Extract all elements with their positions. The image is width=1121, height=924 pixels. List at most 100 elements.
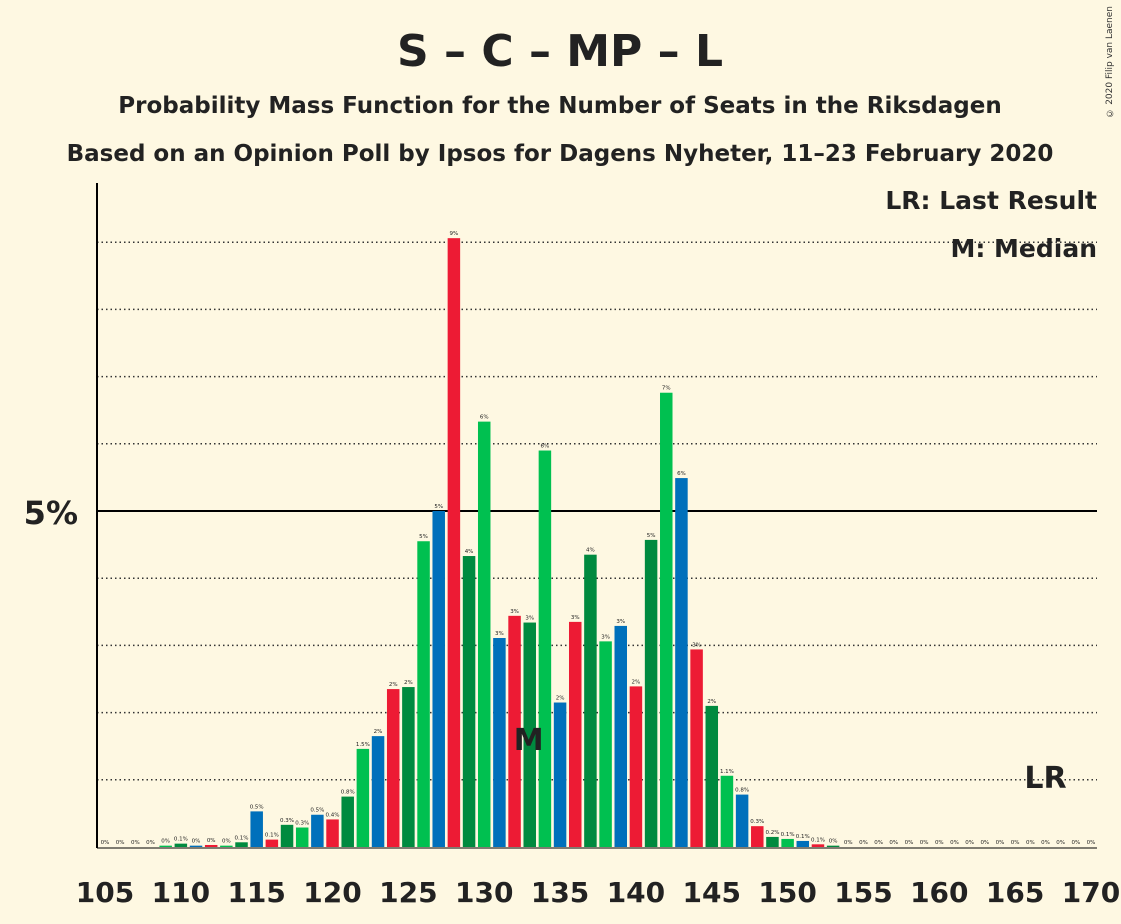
bar-labels: 0% 0% 0% 0% 0% 0.1% 0% 0% 0% 0.1% 0.5% 0.1% 0.3% 0.3%… [101,231,1096,846]
bar-seat-128 [447,238,461,848]
bar-label-seat-151: 0.1% [796,834,810,840]
bar-label-seat-112: 0% [207,838,216,844]
bar-label-seat-142: 7% [662,386,671,392]
x-tick-label-140: 140 [607,876,665,909]
bar-label-seat-156: 0% [874,840,883,846]
bar-seat-109 [159,845,172,847]
bar-label-seat-166: 0% [1026,840,1035,846]
bar-seat-138 [599,641,612,847]
bar-label-seat-131: 3% [495,631,504,637]
bar-label-seat-106: 0% [116,840,125,846]
bar-label-seat-144: 3% [692,642,701,648]
x-tick-label-105: 105 [76,876,134,909]
bar-seat-118 [295,827,309,847]
bar-label-seat-132: 3% [510,609,519,615]
bar-label-seat-154: 0% [844,840,853,846]
last-result-marker: LR [1024,761,1066,796]
bar-seat-135 [553,702,567,847]
bar-label-seat-119: 0.5% [310,808,324,814]
bar-label-seat-129: 4% [465,549,474,555]
x-tick-label-150: 150 [758,876,816,909]
bar-label-seat-105: 0% [101,840,110,846]
bar-label-seat-157: 0% [889,840,898,846]
copyright-notice: © 2020 Filip van Laenen [1105,6,1115,118]
bar-seat-143 [675,478,688,847]
bar-seat-145 [705,705,719,847]
x-tick-labels: 105 110 115 120 125 130 135 140 145 150 155 160 165 1… [76,876,1120,909]
chart-title: S – C – MP – L [397,26,723,77]
bar-label-seat-118: 0.3% [295,821,309,827]
bar-label-seat-145: 2% [707,699,716,705]
bar-seat-139 [614,625,628,847]
bar-seat-124 [386,689,400,847]
bar-label-seat-147: 0.8% [735,788,749,794]
bar-label-seat-159: 0% [920,840,929,846]
bar-label-seat-120: 0.4% [326,812,340,818]
bar-seat-146 [720,775,734,847]
bar-seat-141 [644,539,658,847]
bar-seat-134 [538,450,552,847]
bar-seat-133 [523,622,536,847]
chart-subtitle: Probability Mass Function for the Number… [118,93,1001,119]
bar-label-seat-160: 0% [935,840,944,846]
bar-label-seat-152: 0.1% [811,837,825,843]
x-tick-label-135: 135 [531,876,589,909]
bar-label-seat-167: 0% [1041,840,1050,846]
x-tick-label-115: 115 [227,876,285,909]
gridlines [97,241,1097,849]
bar-label-seat-114: 0.1% [235,835,249,841]
bar-label-seat-111: 0% [192,839,201,845]
bar-label-seat-143: 6% [677,471,686,477]
x-tick-label-155: 155 [834,876,892,909]
bar-label-seat-110: 0.1% [174,837,188,843]
bar-label-seat-117: 0.3% [280,818,294,824]
bar-seat-127 [432,511,445,847]
bar-label-seat-134: 6% [541,444,550,450]
x-tick-label-130: 130 [455,876,513,909]
bar-seat-153 [826,845,840,847]
bar-label-seat-126: 5% [419,534,428,540]
x-tick-label-125: 125 [379,876,437,909]
bar-seat-129 [462,556,476,847]
bar-seat-144 [690,649,703,847]
bar-label-seat-137: 4% [586,548,595,554]
bar-label-seat-115: 0.5% [250,804,264,810]
bar-label-seat-149: 0.2% [765,830,779,836]
bar-seat-152 [811,844,825,847]
y-tick-label-5: 5% [24,494,78,532]
x-tick-label-110: 110 [152,876,210,909]
bar-seat-114 [235,842,248,847]
bar-label-seat-130: 6% [480,415,489,421]
bar-seat-148 [751,826,764,847]
bar-label-seat-139: 3% [616,619,625,625]
x-tick-label-165: 165 [986,876,1044,909]
bar-seat-119 [311,814,324,847]
bar-label-seat-164: 0% [996,840,1005,846]
bar-seat-111 [189,845,203,847]
x-tick-label-170: 170 [1062,876,1120,909]
bar-label-seat-169: 0% [1071,840,1080,846]
bar-seat-121 [341,796,354,847]
bar-seat-140 [629,686,643,847]
bar-label-seat-116: 0.1% [265,833,279,839]
bar-label-seat-165: 0% [1011,840,1020,846]
bar-label-seat-162: 0% [965,840,974,846]
bar-label-seat-168: 0% [1056,840,1065,846]
bar-label-seat-128: 9% [450,231,459,237]
bar-label-seat-113: 0% [222,839,231,845]
bar-seat-151 [796,840,810,847]
bar-seat-130 [477,421,491,847]
bar-label-seat-109: 0% [161,839,170,845]
x-tick-label-160: 160 [910,876,968,909]
x-tick-label-145: 145 [683,876,741,909]
bar-label-seat-170: 0% [1087,840,1096,846]
bar-seat-115 [250,811,263,847]
legend-last-result: LR: Last Result [885,186,1097,215]
bar-seat-137 [584,554,597,847]
bar-label-seat-150: 0.1% [781,832,795,838]
bar-label-seat-161: 0% [950,840,959,846]
chart-subtitle-2: Based on an Opinion Poll by Ipsos for Da… [67,141,1054,167]
bar-seat-125 [402,687,415,847]
bar-seat-126 [417,541,430,847]
